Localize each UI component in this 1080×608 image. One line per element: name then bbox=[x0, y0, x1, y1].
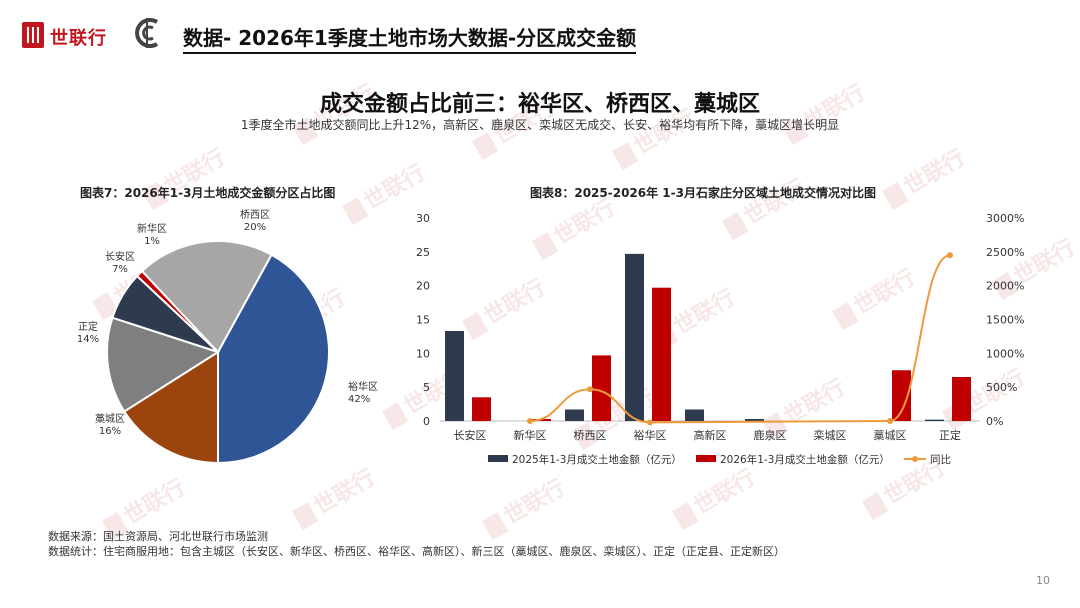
pie-slice bbox=[217, 253, 330, 465]
legend-label: 同比 bbox=[930, 453, 951, 466]
bar bbox=[652, 287, 671, 421]
brand-name: 世联行 bbox=[50, 28, 107, 49]
left-axis-tick: 15 bbox=[416, 314, 430, 327]
legend-line-marker bbox=[912, 456, 918, 462]
pie-slice-label: 桥西区 bbox=[240, 209, 270, 221]
left-axis-tick: 0 bbox=[423, 415, 430, 428]
category-label: 鹿泉区 bbox=[754, 428, 787, 442]
watermark-text: 世联行 bbox=[309, 465, 380, 520]
category-label: 长安区 bbox=[454, 428, 487, 442]
bar bbox=[925, 419, 944, 421]
left-axis-tick: 20 bbox=[416, 280, 430, 293]
pie-slice-pct: 20% bbox=[244, 222, 266, 233]
category-label: 裕华区 bbox=[634, 428, 667, 442]
pie-chart-title: 图表7：2026年1-3月土地成交金额分区占比图 bbox=[80, 186, 336, 200]
right-axis-tick: 3000% bbox=[986, 212, 1024, 225]
bar bbox=[625, 253, 644, 421]
watermark-text: 世联行 bbox=[499, 475, 570, 530]
brand-logo-icon bbox=[22, 22, 44, 48]
c-logo-icon bbox=[135, 18, 159, 48]
watermark-logo-icon bbox=[611, 142, 639, 171]
bar bbox=[952, 377, 971, 421]
watermark-logo-icon bbox=[861, 492, 889, 521]
yoy-point bbox=[887, 418, 893, 424]
pie-slice bbox=[106, 316, 221, 413]
watermark-text: 世联行 bbox=[899, 145, 970, 200]
bar bbox=[445, 331, 464, 421]
bar bbox=[592, 355, 611, 421]
yoy-point bbox=[527, 418, 533, 424]
yoy-point bbox=[947, 252, 953, 259]
right-axis-tick: 2500% bbox=[986, 246, 1024, 259]
pie-slice-pct: 1% bbox=[144, 236, 160, 247]
watermark-logo-icon bbox=[481, 512, 509, 541]
pie-slice bbox=[122, 350, 219, 465]
data-stat-note: 数据统计：住宅商服用地：包含主城区（长安区、新华区、桥西区、裕华区、高新区）、新… bbox=[48, 545, 785, 558]
watermark-logo-icon bbox=[671, 502, 699, 531]
category-label: 藁城区 bbox=[874, 429, 907, 442]
page-title: 数据- 2026年1季度土地市场大数据-分区成交金额 bbox=[183, 22, 637, 54]
bar bbox=[892, 370, 911, 421]
left-axis-tick: 30 bbox=[416, 212, 430, 225]
watermark-logo-icon bbox=[291, 502, 319, 531]
right-axis-tick: 1000% bbox=[986, 347, 1024, 360]
data-source-note: 数据来源：国土资源局、河北世联行市场监测 bbox=[48, 530, 268, 543]
right-axis-tick: 0% bbox=[986, 415, 1003, 428]
pie-slice-pct: 14% bbox=[77, 334, 99, 345]
pie-slice-label: 长安区 bbox=[105, 250, 135, 263]
pie-slice-label: 新华区 bbox=[137, 222, 167, 235]
pie-slice-label: 藁城区 bbox=[95, 412, 125, 425]
page-number: 10 bbox=[1036, 574, 1050, 587]
yoy-point bbox=[647, 419, 653, 426]
right-axis-tick: 500% bbox=[986, 381, 1017, 394]
pie-slice-pct: 7% bbox=[112, 264, 128, 275]
headline: 成交金额占比前三：裕华区、桥西区、藁城区 bbox=[319, 92, 760, 117]
watermark: 世联行 bbox=[288, 460, 380, 532]
pie-slice-label: 裕华区 bbox=[348, 380, 378, 393]
category-label: 新华区 bbox=[514, 428, 547, 442]
bar-chart-title: 图表8：2025-2026年 1-3月石家庄分区域土地成交情况对比图 bbox=[530, 186, 876, 200]
yoy-point bbox=[587, 386, 593, 393]
bar-line-chart: 0 5 10 15 20 25 30 0% 500% 1000% 1500% 2000% 2500% 30… bbox=[416, 212, 1024, 466]
category-label: 高新区 bbox=[694, 428, 727, 442]
legend-label: 2025年1-3月成交土地金额（亿元） bbox=[512, 453, 682, 466]
pie-slice-pct: 16% bbox=[99, 426, 121, 437]
bar bbox=[685, 409, 704, 421]
legend-swatch bbox=[696, 455, 716, 462]
pie-slice-label: 正定 bbox=[78, 320, 98, 333]
watermark-text: 世联行 bbox=[119, 475, 190, 530]
pie-slice bbox=[140, 240, 273, 354]
subline: 1季度全市土地成交额同比上升12%，高新区、鹿泉区、栾城区无成交、长安、裕华均有… bbox=[240, 118, 840, 132]
left-axis-tick: 5 bbox=[423, 381, 430, 394]
legend-swatch bbox=[488, 455, 508, 462]
watermark: 世联行 bbox=[478, 470, 570, 542]
bar bbox=[565, 409, 584, 421]
pie-slice-pct: 42% bbox=[348, 394, 370, 405]
category-label: 栾城区 bbox=[814, 428, 847, 442]
right-axis-tick: 2000% bbox=[986, 280, 1024, 293]
bar bbox=[745, 418, 764, 421]
category-label: 正定 bbox=[939, 428, 961, 442]
watermark-logo-icon bbox=[471, 132, 499, 161]
left-axis-tick: 25 bbox=[416, 246, 430, 259]
legend-label: 2026年1-3月成交土地金额（亿元） bbox=[720, 453, 890, 466]
right-axis-tick: 1500% bbox=[986, 314, 1024, 327]
category-label: 桥西区 bbox=[574, 429, 607, 442]
yoy-line bbox=[529, 254, 951, 424]
bar bbox=[472, 397, 491, 421]
left-axis-tick: 10 bbox=[416, 347, 430, 360]
